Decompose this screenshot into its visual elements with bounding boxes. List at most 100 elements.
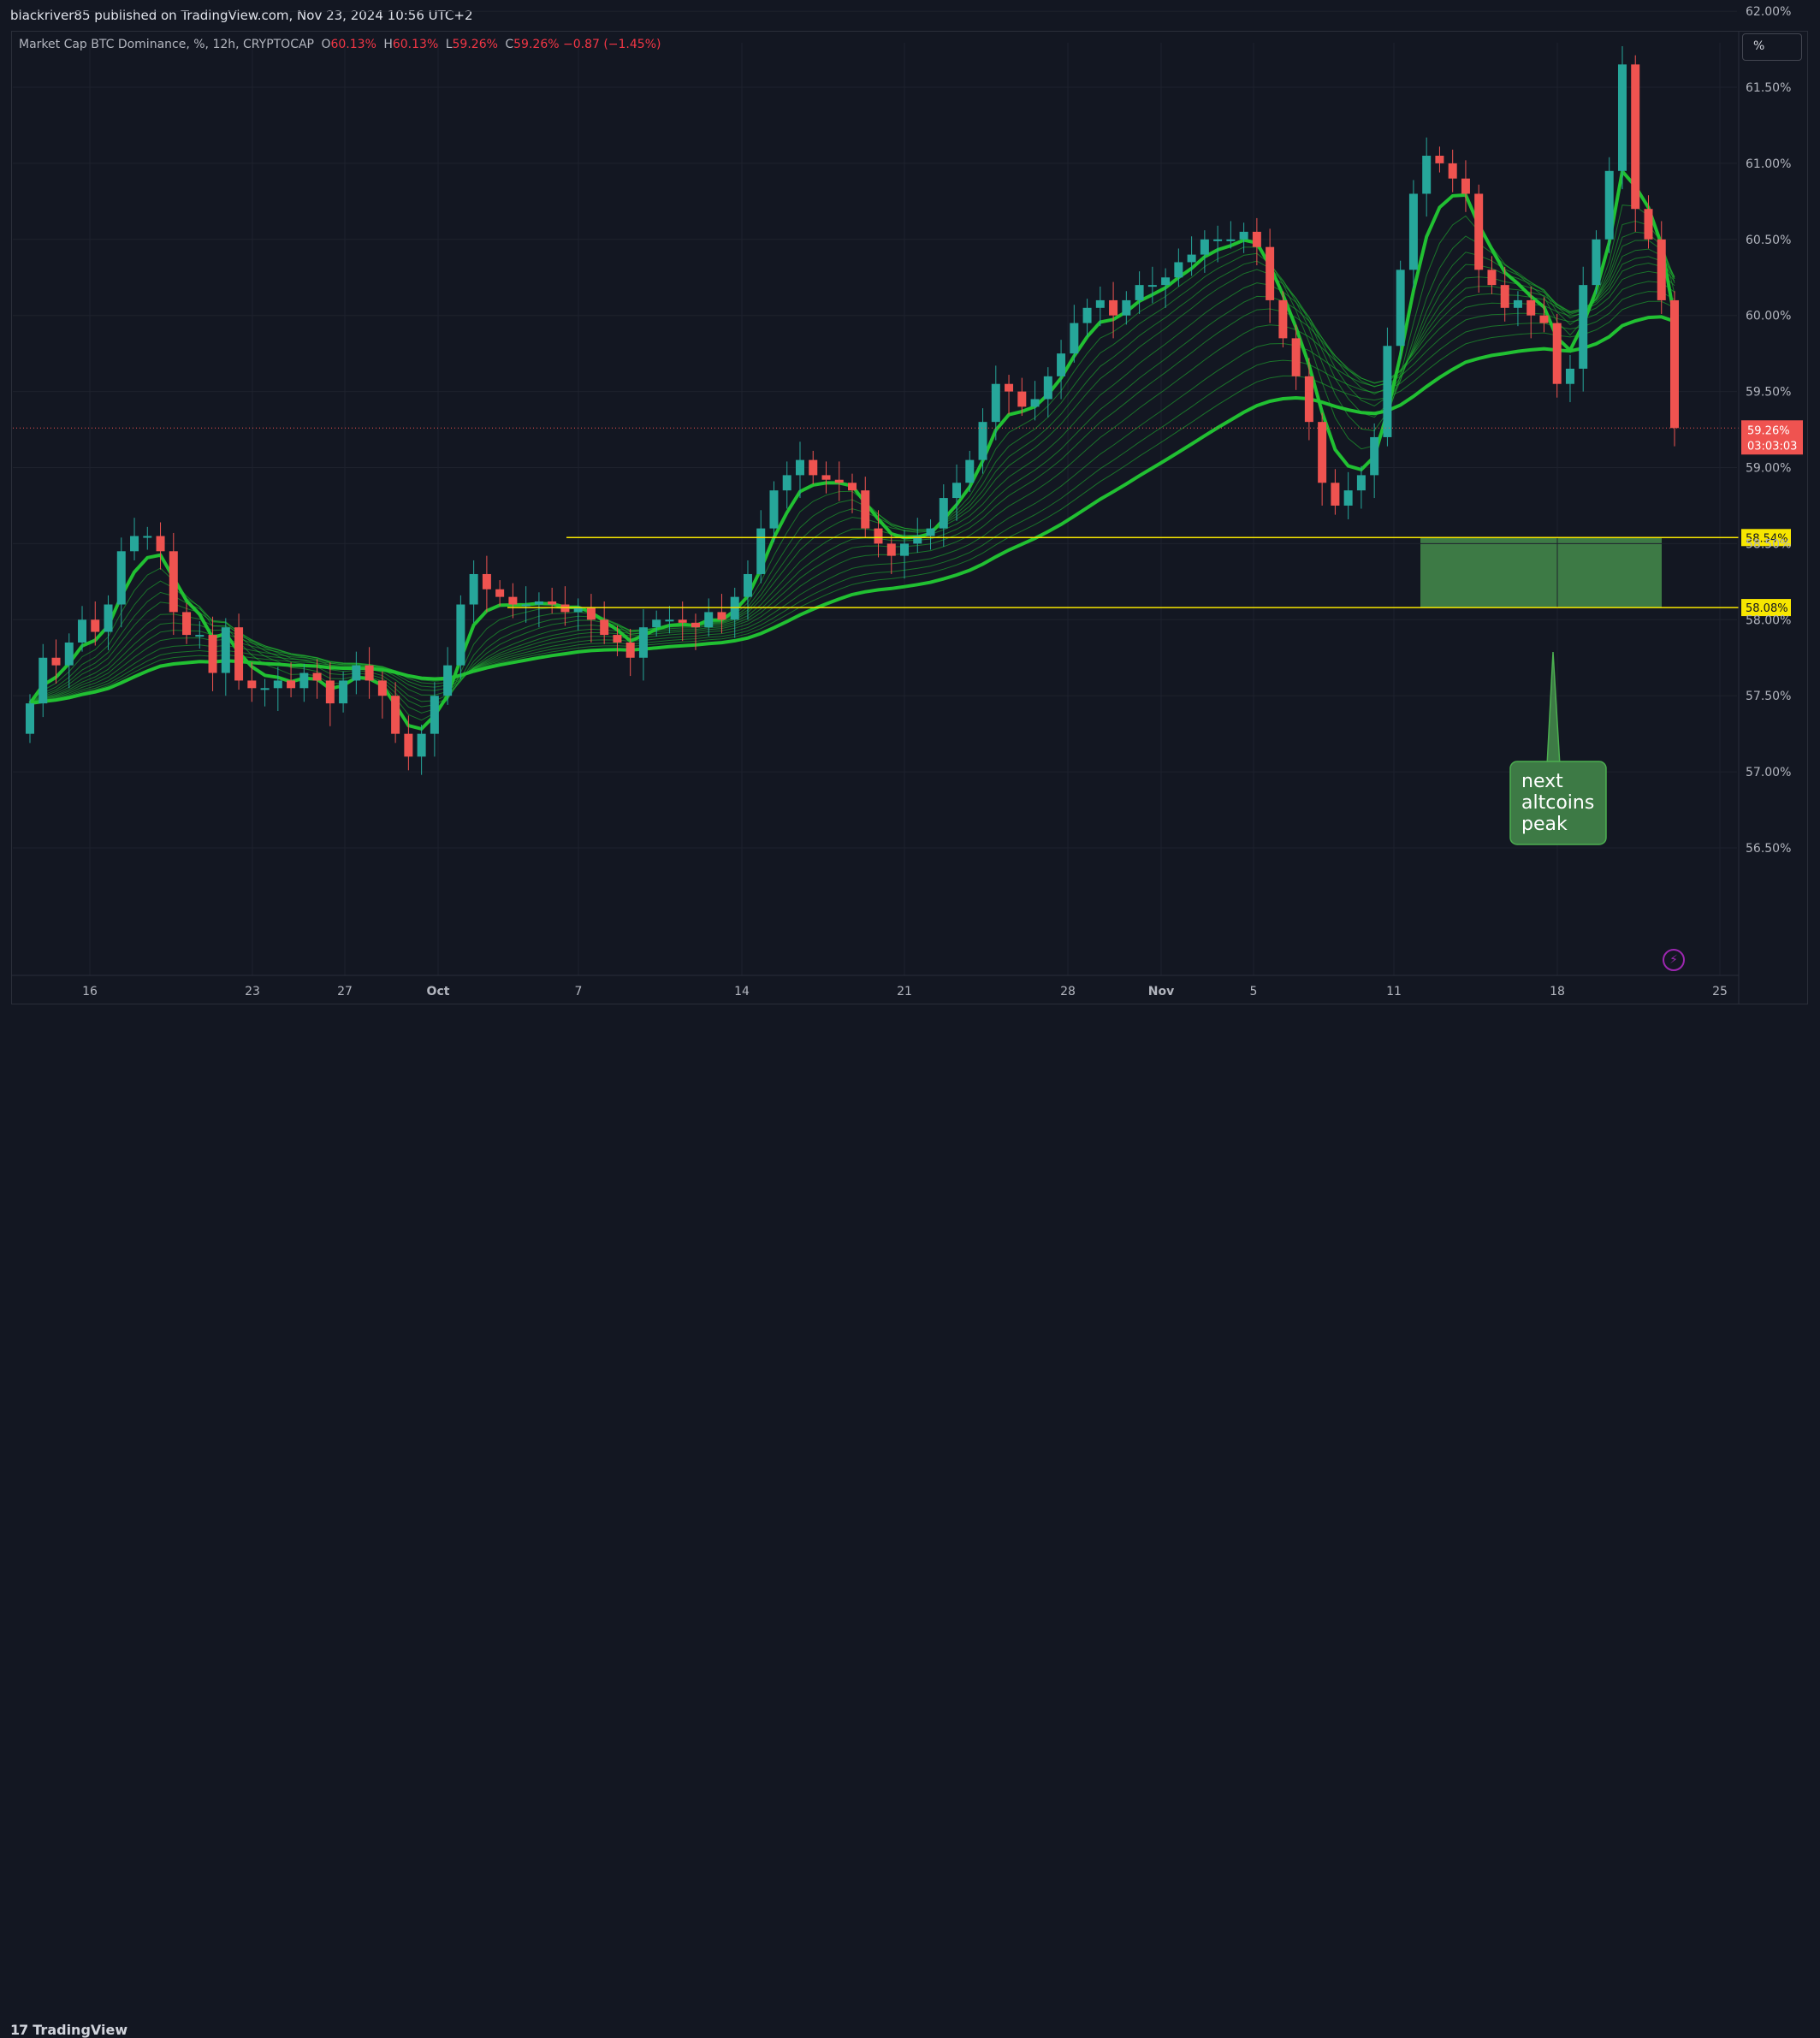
candle-body	[443, 665, 453, 696]
top-bar: blackriver85 published on TradingView.co…	[0, 0, 1820, 31]
time-axis[interactable]: 16 23 27 Oct 7 14 21 28 Nov 5 11 18 25	[11, 975, 1739, 998]
low-value: 59.26%	[452, 38, 498, 51]
candle-body	[325, 680, 335, 704]
candle-body	[1408, 193, 1418, 270]
candle-body	[717, 612, 726, 620]
candle-body	[965, 459, 975, 483]
candle-body	[1213, 239, 1223, 241]
candle-body	[1304, 376, 1313, 423]
ema-line	[29, 291, 1675, 704]
symbol-name: Market Cap BTC Dominance, %, 12h, CRYPTO…	[19, 38, 314, 51]
x-tick-label: 25	[1712, 985, 1728, 998]
price-chart[interactable]: 58.54% 58.08% 62.00% 61.50% 61.00% 60.50% 60.…	[0, 0, 1820, 1042]
candle-body	[1017, 391, 1027, 407]
candle-body	[625, 642, 635, 658]
candle-body	[352, 665, 361, 681]
candle-body	[1226, 239, 1236, 241]
lightning-icon[interactable]: ⚡	[1663, 949, 1685, 971]
candle-body	[939, 498, 948, 529]
candle-body	[1670, 299, 1679, 429]
price-axis[interactable]: 62.00% 61.50% 61.00% 60.50% 60.00% 59.50% 59.0…	[1738, 5, 1791, 1004]
candle-body	[1109, 299, 1118, 316]
ema-line	[29, 300, 1675, 704]
chart-frame	[11, 31, 1808, 1004]
candle-body	[1617, 64, 1627, 171]
candle-body	[560, 604, 570, 613]
candle-body	[91, 619, 100, 632]
x-tick-label: 5	[1250, 985, 1258, 998]
candle-body	[665, 619, 674, 622]
tradingview-logo[interactable]: 17 TradingView	[10, 2022, 127, 2038]
candle-body	[704, 612, 714, 628]
candle-body	[1043, 376, 1052, 400]
candle-body	[874, 528, 883, 544]
candle-body	[769, 490, 779, 529]
callout-line-2: altcoins	[1521, 792, 1594, 814]
x-tick-label: 7	[575, 985, 583, 998]
open-value: 60.13%	[330, 38, 376, 51]
y-tick-label: 58.50%	[1746, 537, 1791, 551]
candle-body	[756, 528, 766, 574]
x-tick-label: 16	[82, 985, 98, 998]
y-tick-label: 60.00%	[1746, 310, 1791, 323]
candle-body	[730, 596, 739, 620]
percent-scale-button[interactable]: %	[1742, 33, 1802, 61]
x-tick-label: Nov	[1148, 985, 1174, 998]
candle-body	[312, 672, 322, 681]
candle-body	[469, 573, 478, 605]
y-tick-label: 59.00%	[1746, 462, 1791, 476]
candle-body	[1579, 285, 1588, 369]
candle-body	[156, 536, 165, 552]
candle-body	[638, 627, 648, 658]
candle-body	[456, 604, 465, 666]
candle-body	[600, 619, 609, 636]
candle-body	[299, 672, 309, 689]
candle-body	[1592, 239, 1601, 286]
candle-body	[1527, 299, 1536, 316]
candle-body	[1422, 156, 1432, 194]
candle-body	[586, 607, 596, 620]
y-tick-label: 57.00%	[1746, 766, 1791, 779]
candle-body	[260, 688, 270, 690]
candle-body	[1448, 163, 1457, 179]
candle-body	[809, 459, 818, 476]
candle-body	[64, 642, 74, 666]
candle-body	[1005, 383, 1014, 392]
candle-body	[978, 422, 987, 460]
candle-body	[1200, 239, 1209, 255]
level-tag	[1741, 529, 1791, 547]
candle-body	[613, 635, 622, 643]
candle-body	[1644, 209, 1653, 240]
candle-body	[273, 680, 282, 689]
candle-body	[1565, 368, 1574, 384]
candle-body	[365, 665, 374, 681]
ema-line	[29, 262, 1675, 704]
high-label: H	[383, 38, 393, 51]
candle-body	[182, 612, 192, 636]
candle-body	[116, 551, 126, 605]
candle-body	[1057, 353, 1066, 376]
ema-line	[29, 248, 1675, 704]
candle-body	[1095, 299, 1105, 308]
candle-body	[482, 573, 491, 589]
x-tick-label: Oct	[427, 985, 450, 998]
candle-body	[1370, 436, 1379, 476]
candle-body	[743, 573, 752, 597]
candle-body	[1331, 483, 1340, 506]
y-tick-label: 59.50%	[1746, 386, 1791, 400]
x-tick-label: 18	[1550, 985, 1565, 998]
ema-line	[29, 231, 1675, 708]
y-tick-label: 57.50%	[1746, 690, 1791, 703]
change-value: −0.87 (−1.45%)	[562, 38, 661, 51]
x-tick-label: 23	[245, 985, 260, 998]
close-value: 59.26%	[513, 38, 560, 51]
y-tick-label: 61.50%	[1746, 81, 1791, 95]
tv-logo-icon: 17	[10, 2022, 28, 2038]
high-value: 60.13%	[392, 38, 439, 51]
highlight-zone	[1420, 537, 1662, 608]
ema-ribbon	[28, 167, 1676, 732]
candle-body	[691, 622, 700, 628]
candle-body	[1513, 299, 1522, 308]
candle-body	[1552, 323, 1562, 384]
candle-body	[1500, 285, 1509, 308]
